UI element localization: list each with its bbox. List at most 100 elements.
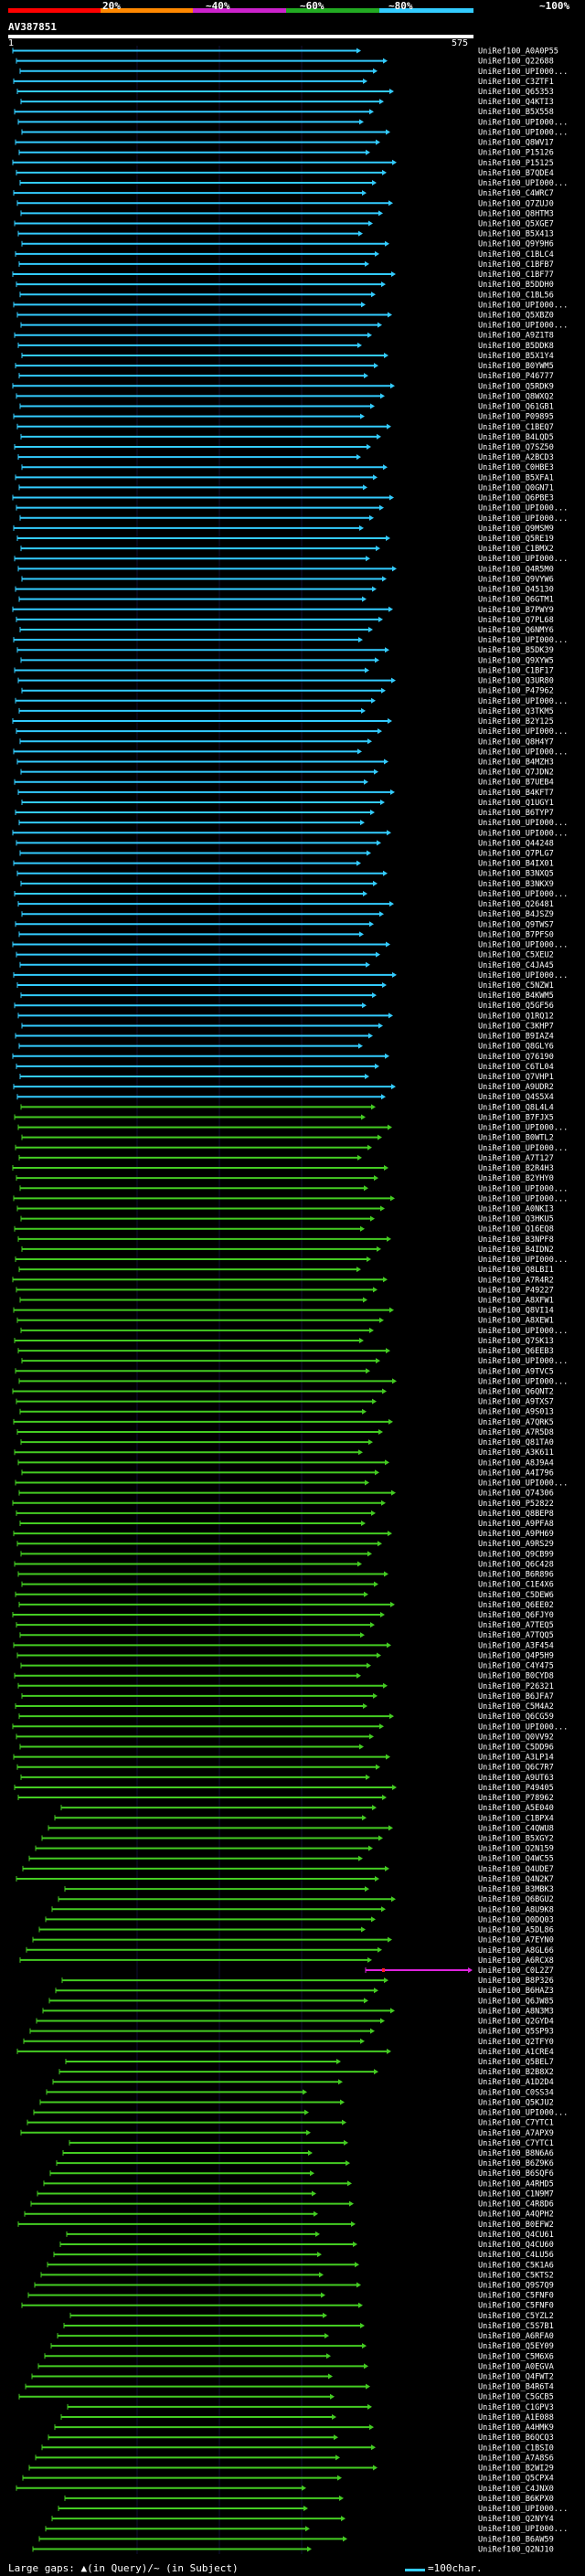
hit-label[interactable]: UniRef100_A3F454 <box>478 1641 554 1650</box>
hit-label[interactable]: UniRef100_C4WRC7 <box>478 189 554 198</box>
hit-label[interactable]: UniRef100_C5S7B1 <box>478 2322 554 2331</box>
hit-label[interactable]: UniRef100_B6KPX0 <box>478 2495 554 2504</box>
hit-label[interactable]: UniRef100_Q7PL68 <box>478 616 554 625</box>
hit-label[interactable]: UniRef100_Q8HTM3 <box>478 209 554 218</box>
hit-label[interactable]: UniRef100_UPI000... <box>478 2525 568 2534</box>
hit-label[interactable]: UniRef100_B8N6A6 <box>478 2149 554 2158</box>
hit-label[interactable]: UniRef100_Q5CPX4 <box>478 2475 554 2484</box>
hit-label[interactable]: UniRef100_C1BSI0 <box>478 2443 554 2453</box>
hit-label[interactable]: UniRef100_A1CRE4 <box>478 2048 554 2057</box>
hit-label[interactable]: UniRef100_Q2N159 <box>478 1845 554 1854</box>
hit-label[interactable]: UniRef100_C7YTC1 <box>478 2119 554 2128</box>
hit-label[interactable]: UniRef100_A4HMK9 <box>478 2423 554 2433</box>
hit-label[interactable]: UniRef100_B4LQD5 <box>478 433 554 442</box>
hit-label[interactable]: UniRef100_UPI000... <box>478 636 568 645</box>
hit-label[interactable]: UniRef100_B4JSZ9 <box>478 910 554 919</box>
hit-label[interactable]: UniRef100_Q8L4L4 <box>478 1103 554 1112</box>
hit-label[interactable]: UniRef100_C3ZTF1 <box>478 78 554 87</box>
hit-label[interactable]: UniRef100_C3KHP7 <box>478 1022 554 1031</box>
hit-label[interactable]: UniRef100_C6TL04 <box>478 1063 554 1072</box>
hit-label[interactable]: UniRef100_Q4CU61 <box>478 2231 554 2240</box>
hit-label[interactable]: UniRef100_C5M6X6 <box>478 2352 554 2361</box>
hit-label[interactable]: UniRef100_B4KFT7 <box>478 789 554 798</box>
hit-label[interactable]: UniRef100_A8XEW1 <box>478 1317 554 1326</box>
hit-label[interactable]: UniRef100_UPI000... <box>478 1723 568 1732</box>
hit-label[interactable]: UniRef100_B4IX01 <box>478 860 554 869</box>
hit-label[interactable]: UniRef100_B5X558 <box>478 108 554 117</box>
hit-label[interactable]: UniRef100_Q8WXQ2 <box>478 392 554 401</box>
hit-label[interactable]: UniRef100_A0A0P55 <box>478 48 558 57</box>
hit-label[interactable]: UniRef100_P78962 <box>478 1794 554 1803</box>
hit-label[interactable]: UniRef100_Q0DQ03 <box>478 1915 554 1924</box>
hit-label[interactable]: UniRef100_A9TVC5 <box>478 1367 554 1376</box>
hit-label[interactable]: UniRef100_B3NKX9 <box>478 880 554 889</box>
hit-label[interactable]: UniRef100_B5X1Y4 <box>478 352 554 361</box>
hit-label[interactable]: UniRef100_UPI000... <box>478 819 568 828</box>
hit-label[interactable]: UniRef100_A8J9A4 <box>478 1458 554 1468</box>
hit-label[interactable]: UniRef100_Q81TA0 <box>478 1438 554 1447</box>
hit-label[interactable]: UniRef100_B3NXQ5 <box>478 870 554 879</box>
hit-label[interactable]: UniRef100_C0L2Z7 <box>478 1966 554 1976</box>
hit-label[interactable]: UniRef100_P15126 <box>478 149 554 158</box>
hit-label[interactable]: UniRef100_Q5RE19 <box>478 535 554 544</box>
hit-label[interactable]: UniRef100_A9PH69 <box>478 1530 554 1539</box>
hit-label[interactable]: UniRef100_P46777 <box>478 372 554 381</box>
hit-label[interactable]: UniRef100_Q3TKM5 <box>478 707 554 716</box>
hit-label[interactable]: UniRef100_Q9XYW5 <box>478 656 554 665</box>
hit-label[interactable]: UniRef100_B8P326 <box>478 1977 554 1986</box>
hit-label[interactable]: UniRef100_A3K611 <box>478 1448 554 1458</box>
hit-label[interactable]: UniRef100_Q0VV92 <box>478 1733 554 1742</box>
hit-label[interactable]: UniRef100_Q6CG59 <box>478 1712 554 1722</box>
hit-label[interactable]: UniRef100_Q16EQ8 <box>478 1225 554 1235</box>
hit-label[interactable]: UniRef100_UPI000... <box>478 2505 568 2514</box>
hit-label[interactable]: UniRef100_C5FNF0 <box>478 2302 554 2311</box>
hit-label[interactable]: UniRef100_C5GCB5 <box>478 2393 554 2402</box>
hit-label[interactable]: UniRef100_A7EYN0 <box>478 1936 554 1945</box>
hit-label[interactable]: UniRef100_B5XFA1 <box>478 473 554 482</box>
hit-label[interactable]: UniRef100_A7R5D8 <box>478 1428 554 1437</box>
hit-label[interactable]: UniRef100_C4LU56 <box>478 2251 554 2260</box>
hit-label[interactable]: UniRef100_Q5XGE7 <box>478 219 554 228</box>
hit-label[interactable]: UniRef100_UPI000... <box>478 727 568 737</box>
hit-label[interactable]: UniRef100_A3LP14 <box>478 1754 554 1763</box>
hit-label[interactable]: UniRef100_Q44248 <box>478 839 554 848</box>
hit-label[interactable]: UniRef100_C1BEQ7 <box>478 423 554 432</box>
hit-label[interactable]: UniRef100_C4JNX0 <box>478 2485 554 2494</box>
hit-label[interactable]: UniRef100_Q6BGU2 <box>478 1895 554 1904</box>
hit-label[interactable]: UniRef100_Q4UDE7 <box>478 1865 554 1874</box>
hit-label[interactable]: UniRef100_A8U9K8 <box>478 1905 554 1914</box>
hit-label[interactable]: UniRef100_B0CYD8 <box>478 1672 554 1681</box>
hit-label[interactable]: UniRef100_Q5RDK9 <box>478 382 554 391</box>
hit-label[interactable]: UniRef100_Q4FWT2 <box>478 2373 554 2382</box>
hit-label[interactable]: UniRef100_Q4R5M0 <box>478 565 554 574</box>
hit-label[interactable]: UniRef100_C1BF77 <box>478 270 554 280</box>
hit-label[interactable]: UniRef100_A7QRK5 <box>478 1418 554 1427</box>
hit-label[interactable]: UniRef100_C0SS34 <box>478 2088 554 2097</box>
hit-label[interactable]: UniRef100_A9PFA8 <box>478 1520 554 1529</box>
hit-label[interactable]: UniRef100_C1BLC4 <box>478 250 554 260</box>
hit-label[interactable]: UniRef100_Q8BEP8 <box>478 1510 554 1519</box>
hit-label[interactable]: UniRef100_Q7SZ50 <box>478 443 554 452</box>
hit-label[interactable]: UniRef100_UPI000... <box>478 301 568 310</box>
hit-label[interactable]: UniRef100_B2Y125 <box>478 717 554 726</box>
hit-label[interactable]: UniRef100_Q6NMY6 <box>478 626 554 635</box>
hit-label[interactable]: UniRef100_B4KWM5 <box>478 991 554 1001</box>
hit-label[interactable]: UniRef100_Q9TWS7 <box>478 920 554 929</box>
hit-label[interactable]: UniRef100_UPI000... <box>478 1327 568 1336</box>
hit-label[interactable]: UniRef100_Q6FJY0 <box>478 1611 554 1620</box>
hit-label[interactable]: UniRef100_B2WI29 <box>478 2465 554 2474</box>
hit-label[interactable]: UniRef100_Q4KTI3 <box>478 98 554 107</box>
hit-label[interactable]: UniRef100_A7TQQ5 <box>478 1631 554 1640</box>
hit-label[interactable]: UniRef100_Q8H4Y7 <box>478 737 554 747</box>
hit-label[interactable]: UniRef100_B6R896 <box>478 1571 554 1580</box>
hit-label[interactable]: UniRef100_UPI000... <box>478 1479 568 1489</box>
hit-label[interactable]: UniRef100_Q6GTM1 <box>478 596 554 605</box>
hit-label[interactable]: UniRef100_P47962 <box>478 687 554 696</box>
hit-label[interactable]: UniRef100_B6HAZ3 <box>478 1987 554 1996</box>
hit-label[interactable]: UniRef100_Q61GB1 <box>478 403 554 412</box>
hit-label[interactable]: UniRef100_A0NKI3 <box>478 1204 554 1214</box>
hit-label[interactable]: UniRef100_Q22688 <box>478 58 554 67</box>
hit-label[interactable]: UniRef100_B7PWY9 <box>478 606 554 615</box>
hit-label[interactable]: UniRef100_A4I796 <box>478 1468 554 1478</box>
hit-label[interactable]: UniRef100_A9Z1T8 <box>478 332 554 341</box>
